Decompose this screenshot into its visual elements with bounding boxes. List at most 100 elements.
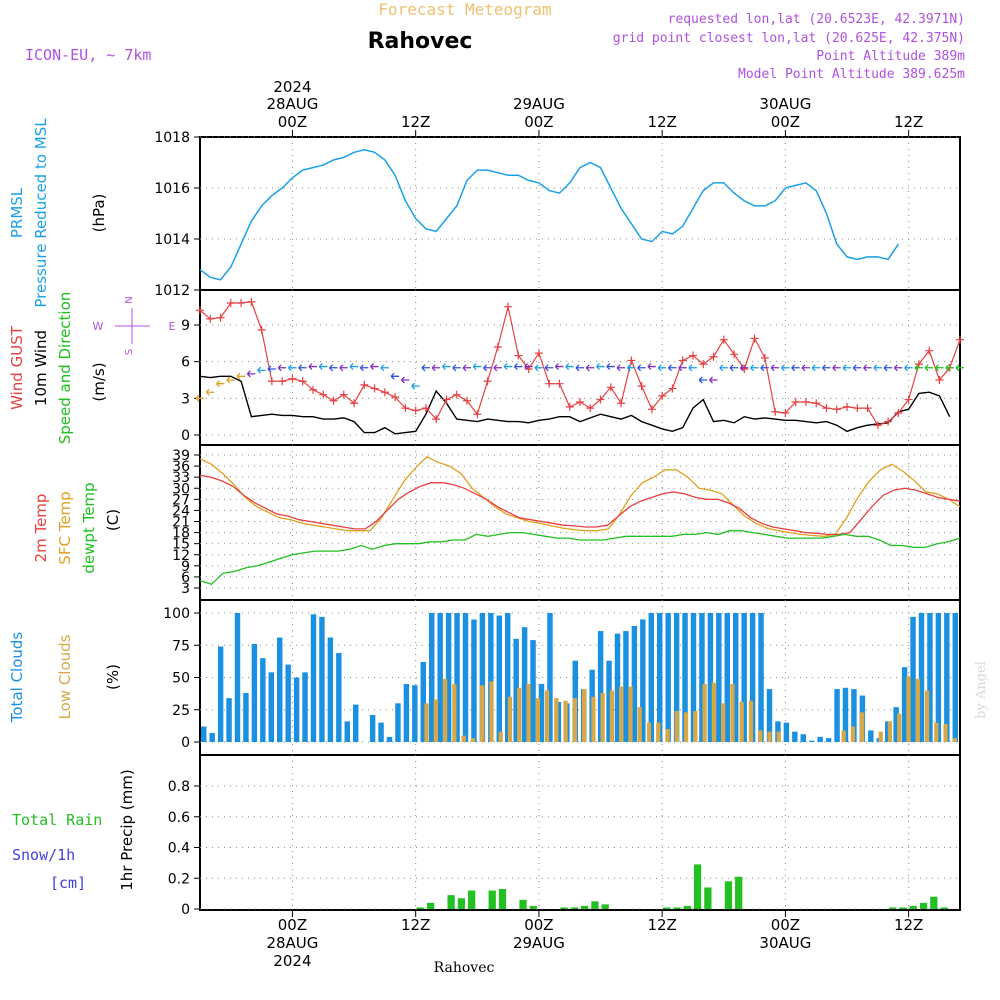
pressure-label-1: PRMSL <box>8 187 26 238</box>
compass-south: S <box>124 349 135 355</box>
pressure-unit: (hPa) <box>90 194 108 233</box>
wind-barb <box>596 363 605 371</box>
low-cloud-bar <box>526 683 531 742</box>
rain-bar <box>529 905 537 909</box>
rain-bar <box>457 898 466 909</box>
gust-marker <box>288 374 297 383</box>
rain-bar <box>663 907 671 909</box>
gust-marker <box>617 399 626 408</box>
wind-barb <box>544 364 554 372</box>
wind-label-2: 10m Wind <box>32 330 50 406</box>
low-cloud-bar <box>906 676 911 742</box>
wind-barb <box>914 364 923 372</box>
low-cloud-bar <box>619 686 624 742</box>
wind-barb <box>647 363 656 371</box>
wind-barb <box>688 364 697 372</box>
total-cloud-bar <box>682 613 688 742</box>
pressure-frame <box>199 136 961 291</box>
temp-label-2: SFC Temp <box>56 491 74 564</box>
snow-unit-label: [cm] <box>50 874 86 892</box>
rain-bar <box>581 905 589 909</box>
wind-barb <box>503 363 513 371</box>
wind-barb <box>678 364 687 372</box>
wind-barb <box>945 364 954 372</box>
wind-barb <box>852 364 862 372</box>
rain-bar <box>693 864 702 909</box>
wind-barb <box>400 376 410 384</box>
low-cloud-bar <box>841 730 846 742</box>
total-cloud-bar <box>429 613 435 742</box>
gust-marker <box>863 404 872 413</box>
wind-barb <box>534 364 543 372</box>
rain-label: Total Rain <box>12 811 102 829</box>
low-cloud-bar <box>934 722 939 742</box>
wind-barb <box>431 364 441 372</box>
gust-marker <box>565 402 574 411</box>
gust-marker <box>360 380 369 389</box>
top-hour-label: 00Z <box>278 113 307 131</box>
total-cloud-bar <box>471 619 477 742</box>
pressure-ytick-label: 1016 <box>154 181 190 197</box>
snow-label: Snow/1h <box>12 846 75 864</box>
low-cloud-bar <box>758 730 763 742</box>
rain-bar <box>940 907 948 909</box>
wind-barb <box>226 376 235 384</box>
wind-barb <box>626 364 636 372</box>
clouds-label-1: Total Clouds <box>8 632 26 724</box>
gust-marker <box>473 410 482 419</box>
gust-marker <box>925 346 934 355</box>
top-hour-label: 00Z <box>771 113 800 131</box>
low-cloud-bar <box>544 690 550 742</box>
total-cloud-bar <box>310 614 317 742</box>
gust-marker <box>247 297 256 306</box>
wind-unit: (m/s) <box>90 362 108 401</box>
temp-label-1: 2m Temp <box>32 494 50 563</box>
total-cloud-bar <box>800 734 806 742</box>
total-cloud-bar <box>454 613 460 742</box>
compass-north: N <box>124 296 135 303</box>
gust-marker <box>576 398 584 406</box>
wind-barb <box>390 372 400 380</box>
low-cloud-bar <box>656 722 661 742</box>
gust-marker <box>914 360 923 369</box>
total-cloud-bar <box>293 677 300 742</box>
low-cloud-bar <box>563 700 568 742</box>
total-cloud-bar <box>243 692 249 742</box>
wind-barb <box>308 363 317 371</box>
point-altitude: Point Altitude 389m <box>816 49 965 64</box>
clouds-ytick-label: 75 <box>172 638 190 654</box>
wind-barb <box>298 364 307 372</box>
gust-marker <box>421 404 430 413</box>
wind-barb <box>811 364 821 372</box>
low-cloud-bar <box>507 696 513 742</box>
precip-frame <box>199 754 961 911</box>
total-cloud-bar <box>530 640 536 742</box>
total-cloud-bar <box>378 722 384 742</box>
low-cloud-bar <box>943 723 948 742</box>
rain-bar <box>447 895 455 909</box>
total-cloud-bar <box>260 658 266 742</box>
total-cloud-bar <box>614 633 621 742</box>
wind-barb <box>205 388 215 396</box>
top-hour-label: 12Z <box>647 113 676 131</box>
rain-bar <box>909 905 917 909</box>
top-date-label: 29AUG <box>513 95 565 113</box>
gust-marker <box>627 356 636 365</box>
gust-marker <box>267 377 276 386</box>
low-cloud-bar <box>952 738 957 742</box>
gust-marker <box>504 302 513 311</box>
gust-marker <box>380 388 389 397</box>
total-cloud-bar <box>547 613 553 742</box>
gust-marker <box>483 377 492 386</box>
gust-marker <box>432 415 441 424</box>
low-cloud-bar <box>748 700 754 742</box>
wind-barb <box>554 363 564 371</box>
low-cloud-bar <box>878 731 883 742</box>
gust-marker <box>237 299 246 307</box>
low-cloud-bar <box>887 721 893 742</box>
low-cloud-bar <box>424 703 429 742</box>
bottom-date-label: 28AUG <box>266 934 318 952</box>
total-cloud-bar <box>201 726 207 742</box>
wind-ytick-label: 0 <box>181 428 190 444</box>
gust-marker <box>791 398 800 406</box>
